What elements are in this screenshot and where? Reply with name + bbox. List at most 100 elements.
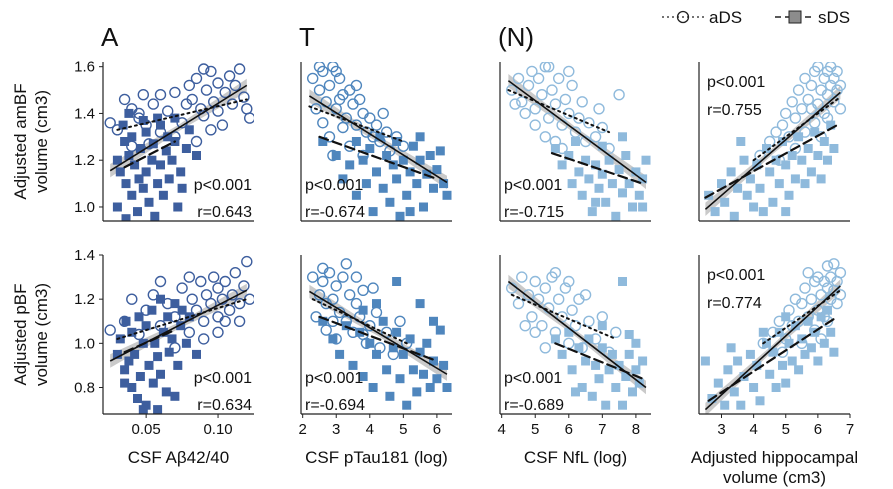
data-point-aDS: [186, 293, 198, 305]
data-point-sDS: [392, 327, 402, 337]
data-point-aDS: [546, 84, 558, 96]
data-point-aDS: [543, 112, 555, 124]
data-point-sDS: [800, 179, 810, 189]
data-point-aDS: [154, 88, 167, 101]
data-point-sDS: [758, 207, 768, 217]
data-point-aDS: [330, 280, 342, 292]
data-point-sDS: [181, 338, 191, 348]
data-point-sDS: [135, 372, 145, 381]
data-point-sDS: [388, 343, 398, 353]
data-point-sDS: [591, 160, 601, 170]
data-point-sDS: [134, 312, 144, 322]
data-point-sDS: [192, 349, 201, 359]
data-point-sDS: [621, 151, 631, 160]
data-point-sDS: [351, 137, 361, 146]
data-point-sDS: [601, 197, 611, 207]
data-point-aDS: [233, 315, 246, 327]
data-point-aDS: [176, 282, 188, 294]
data-point-aDS: [831, 65, 843, 78]
data-point-sDS: [710, 207, 720, 217]
data-point-aDS: [197, 333, 210, 345]
data-point-sDS: [742, 190, 752, 200]
data-point-aDS: [205, 124, 217, 136]
data-point-sDS: [771, 155, 781, 165]
x-axis-label: Adjusted hippocampal: [691, 448, 858, 467]
y-tick-label: 1.0: [74, 335, 95, 352]
data-point-aDS: [529, 326, 541, 338]
data-point-sDS: [624, 330, 634, 339]
legend: aDS sDS: [662, 8, 850, 27]
data-point-sDS: [557, 349, 567, 359]
data-point-sDS: [156, 160, 165, 170]
data-point-sDS: [176, 321, 186, 331]
data-point-aDS: [233, 63, 246, 75]
data-point-sDS: [432, 165, 442, 175]
data-point-sDS: [351, 190, 361, 200]
data-point-aDS: [776, 346, 789, 358]
data-point-aDS: [126, 293, 138, 305]
data-point-sDS: [774, 179, 784, 189]
data-point-sDS: [163, 312, 173, 322]
data-point-sDS: [736, 137, 746, 146]
data-point-sDS: [638, 356, 648, 366]
data-point-sDS: [173, 202, 183, 212]
data-point-sDS: [408, 365, 418, 375]
data-point-sDS: [781, 378, 791, 388]
data-point-sDS: [638, 202, 648, 212]
data-point-sDS: [184, 312, 194, 322]
data-point-sDS: [385, 197, 395, 207]
x-axis-label: CSF NfL (log): [524, 448, 627, 467]
data-point-sDS: [121, 179, 131, 189]
data-point-sDS: [733, 183, 743, 193]
data-point-sDS: [112, 155, 122, 165]
data-point-aDS: [350, 271, 363, 283]
data-point-sDS: [768, 197, 778, 207]
data-point-sDS: [810, 127, 820, 137]
data-point-aDS: [610, 326, 622, 338]
data-point-aDS: [313, 62, 326, 73]
data-point-aDS: [579, 289, 592, 301]
data-point-sDS: [755, 396, 765, 406]
data-point-aDS: [780, 107, 792, 120]
data-point-aDS: [556, 311, 568, 323]
data-point-aDS: [583, 315, 595, 327]
scatter-panel: p<0.001 r=0.755: [698, 62, 850, 222]
row-y-label: volume (cm3): [32, 90, 51, 193]
data-point-aDS: [559, 93, 572, 106]
data-point-sDS: [141, 167, 151, 177]
data-point-sDS: [392, 174, 402, 184]
data-point-sDS: [328, 334, 338, 344]
data-point-sDS: [781, 207, 791, 217]
p-value-label: p<0.001: [194, 370, 252, 387]
data-point-sDS: [829, 144, 839, 153]
data-point-sDS: [138, 405, 148, 414]
column-header: A: [101, 22, 119, 52]
data-point-sDS: [115, 334, 125, 344]
data-point-sDS: [749, 383, 759, 392]
data-point-aDS: [394, 315, 406, 327]
data-point-aDS: [219, 86, 231, 99]
data-point-sDS: [584, 334, 594, 344]
data-point-sDS: [150, 211, 160, 221]
overall-fit-line: [109, 84, 248, 172]
data-point-sDS: [153, 179, 163, 189]
data-point-aDS: [183, 271, 196, 283]
data-point-sDS: [794, 132, 804, 142]
data-point-sDS: [405, 207, 415, 217]
data-point-aDS: [357, 284, 369, 296]
data-point-sDS: [631, 338, 641, 348]
data-point-sDS: [158, 190, 168, 200]
data-point-sDS: [634, 190, 644, 200]
row-y-label: volume (cm3): [32, 283, 51, 386]
data-point-aDS: [183, 79, 196, 92]
data-point-aDS: [190, 304, 203, 316]
x-tick-label: 0.10: [203, 421, 232, 438]
data-point-aDS: [317, 275, 329, 288]
data-point-sDS: [388, 160, 398, 170]
data-point-aDS: [195, 275, 207, 288]
data-point-sDS: [720, 197, 730, 207]
data-point-aDS: [147, 98, 160, 110]
data-point-aDS: [543, 62, 555, 73]
fit-line-sDS: [704, 124, 839, 199]
data-point-aDS: [180, 98, 193, 110]
